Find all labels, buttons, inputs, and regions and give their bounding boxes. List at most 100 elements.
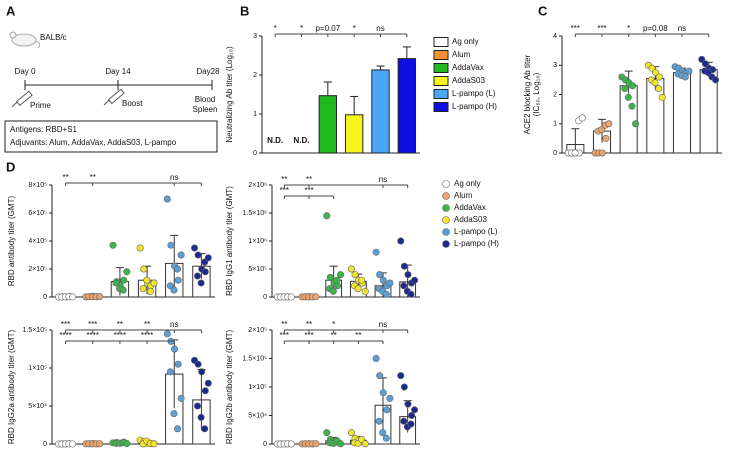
event-label: Boost (122, 99, 143, 108)
data-point (375, 417, 383, 425)
legend-swatch (433, 50, 449, 60)
legend-swatch (433, 89, 449, 99)
data-point (96, 440, 104, 448)
data-point (407, 420, 415, 428)
data-point (119, 286, 127, 294)
y-tick-label: 2 (253, 72, 257, 79)
legend-marker (442, 204, 450, 212)
significance-label: * (300, 24, 303, 33)
data-point (411, 406, 419, 414)
data-point (323, 429, 331, 437)
data-point (598, 149, 606, 157)
significance-label: ** (62, 173, 68, 182)
event-label: Spleen (193, 105, 218, 114)
significance-label: ** (281, 175, 287, 184)
significance-label: * (353, 24, 356, 33)
data-point (201, 425, 209, 433)
y-tick-label: 3 (253, 33, 257, 40)
significance-label: p=0.07 (315, 24, 340, 33)
data-point (109, 241, 117, 249)
data-point (337, 271, 345, 279)
data-point (204, 254, 212, 262)
data-point (361, 287, 369, 295)
data-point (96, 293, 104, 301)
data-point (400, 262, 408, 270)
y-axis-label: Neutralizing Ab titer (Log₁₀) (225, 46, 234, 143)
data-point (198, 368, 206, 376)
data-point (382, 290, 390, 298)
data-point (624, 93, 632, 101)
significance-label: ** (281, 320, 287, 329)
legend-label: AddaS03 (454, 215, 487, 224)
data-point (382, 434, 390, 442)
bar (344, 114, 364, 154)
data-point (333, 276, 341, 284)
y-tick-label: 1 (553, 121, 557, 128)
significance-label: * (274, 24, 277, 33)
data-point (312, 293, 320, 301)
significance-label: * (332, 320, 335, 329)
legend-label: Ag only (454, 179, 481, 188)
data-point (379, 389, 387, 397)
y-tick-label: 3 (553, 62, 557, 69)
y-tick-label: 5×10⁴ (28, 403, 47, 410)
data-point (655, 73, 663, 81)
legend-label: Ag only (452, 37, 479, 46)
significance-label: * (627, 24, 630, 33)
event-label: Prime (30, 101, 51, 110)
panel-letter: A (6, 3, 16, 18)
y-axis-label: RBD IgG2b antibody titer (GMT) (225, 330, 234, 445)
day-label: Day 14 (105, 67, 131, 76)
syringe (11, 88, 125, 108)
data-point (201, 387, 209, 395)
significance-label: ** (355, 331, 361, 340)
data-point (177, 251, 185, 259)
significance-label: **** (141, 331, 153, 340)
data-point (372, 354, 380, 362)
data-point (621, 85, 629, 93)
data-point (163, 330, 171, 338)
data-point (174, 265, 182, 273)
y-tick-label: 5×10⁴ (248, 412, 267, 419)
y-tick-label: 0 (263, 294, 267, 301)
data-point (602, 134, 610, 142)
data-point (170, 286, 178, 294)
significance-label: ** (117, 320, 123, 329)
panel-letter: B (240, 3, 249, 18)
y-tick-label: 2×10⁶ (248, 182, 267, 189)
legend-marker (442, 180, 450, 188)
data-point (123, 440, 131, 448)
y-tick-label: 2×10⁵ (248, 327, 267, 334)
data-point (685, 67, 693, 75)
event-label: Blood (195, 95, 215, 104)
significance-label: *** (597, 24, 606, 33)
data-point (578, 114, 586, 122)
significance-label: p=0.08 (643, 24, 668, 33)
data-point (287, 440, 295, 448)
data-point (408, 411, 416, 419)
info-box (4, 120, 218, 153)
y-tick-label: 8×10⁵ (28, 182, 47, 189)
significance-label: *** (88, 320, 97, 329)
significance-label: ns (379, 320, 387, 329)
panel-letter: D (6, 159, 15, 174)
data-point (354, 285, 362, 293)
data-point (407, 290, 415, 298)
data-point (201, 268, 209, 276)
significance-label: ns (678, 24, 686, 33)
data-point (404, 400, 412, 408)
legend-marker (442, 228, 450, 236)
y-tick-label: 5×10⁵ (248, 266, 267, 273)
legend-label: AddaVax (452, 63, 484, 72)
y-tick-label: 0 (263, 441, 267, 448)
data-point (174, 276, 182, 284)
legend-marker (442, 192, 450, 200)
significance-label: ns (170, 320, 178, 329)
data-point (194, 402, 202, 410)
data-point (204, 379, 212, 387)
legend-label: L-pampo (L) (454, 227, 498, 236)
box-line: Antigens: RBD+S1 (10, 125, 77, 134)
y-tick-label: 2 (553, 91, 557, 98)
data-point (312, 440, 320, 448)
significance-label: *** (571, 24, 580, 33)
